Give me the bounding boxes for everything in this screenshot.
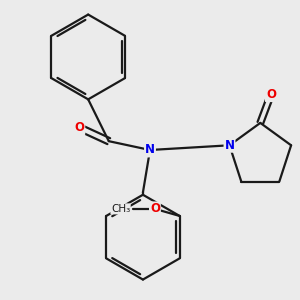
- Text: O: O: [266, 88, 276, 101]
- Text: O: O: [74, 121, 84, 134]
- Text: O: O: [150, 202, 160, 215]
- Text: N: N: [224, 139, 235, 152]
- Text: N: N: [145, 143, 155, 157]
- Text: CH₃: CH₃: [111, 204, 130, 214]
